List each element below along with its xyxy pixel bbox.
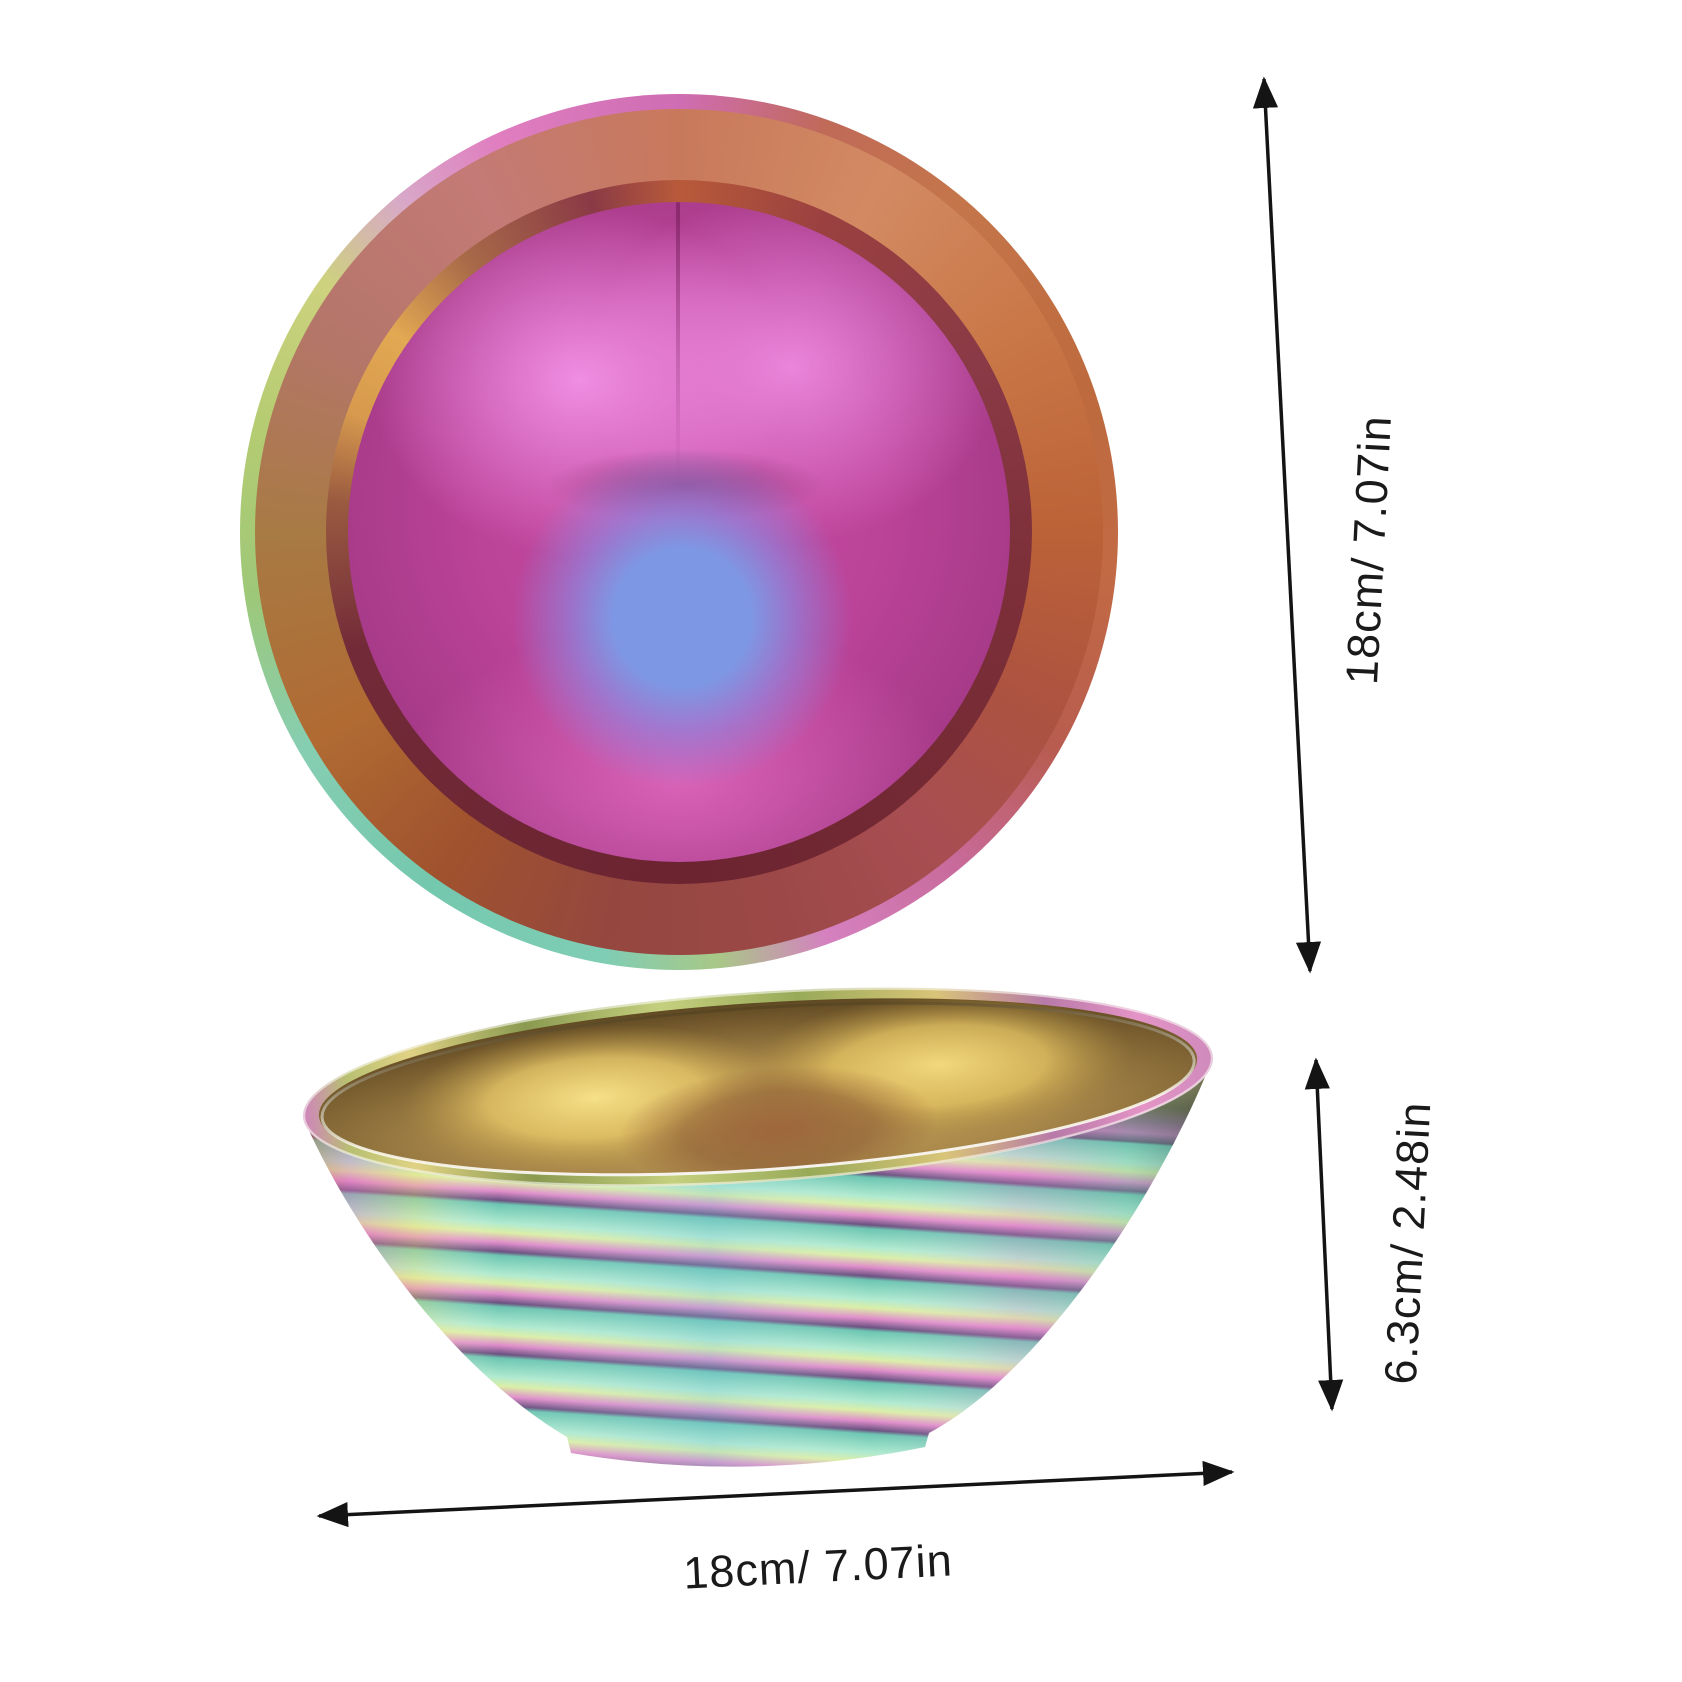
bowl-side-interior-reflections <box>400 992 1134 1192</box>
total-height-dimension-arrow <box>1252 76 1322 974</box>
bowl-height-dimension-arrow <box>1304 1057 1344 1412</box>
diameter-dimension-arrow <box>316 1460 1235 1528</box>
bowl-top-view <box>240 94 1118 970</box>
bowl-side-ribbed-body <box>303 1057 1214 1467</box>
bowl-side-rim <box>302 987 1214 1192</box>
bowl-side-view <box>302 987 1214 1467</box>
bowl-top-interior <box>348 202 1010 862</box>
